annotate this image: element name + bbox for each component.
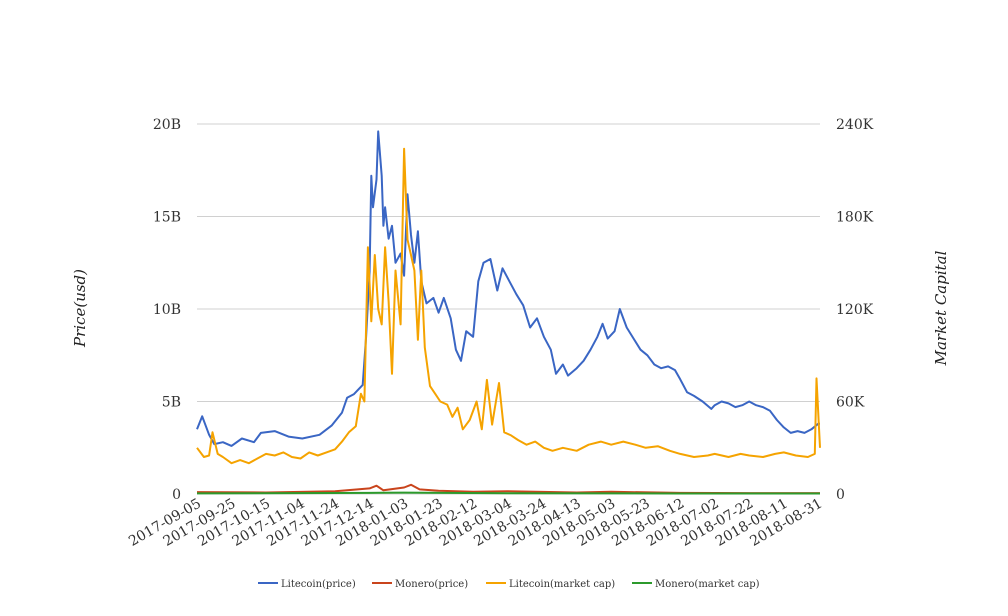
- right-y-axis-title: Market Capital: [932, 250, 950, 366]
- right-y-tick-label: 180K: [836, 210, 874, 226]
- series-line-3: [196, 491, 820, 495]
- left-y-tick-label: 0: [172, 487, 181, 503]
- right-y-tick-label: 240K: [836, 117, 874, 133]
- legend-label: Litecoin(market cap): [509, 579, 615, 590]
- legend-label: Monero(price): [395, 579, 468, 590]
- left-y-axis: 0 5B 10B 15B 20B: [153, 117, 181, 503]
- right-y-tick-label: 0: [836, 487, 845, 503]
- legend: Litecoin(price) Monero(price) Litecoin(mar…: [258, 579, 760, 590]
- series-line-0: [196, 130, 820, 447]
- left-y-tick-label: 10B: [153, 302, 181, 318]
- right-y-tick-label: 60K: [836, 395, 865, 411]
- gridlines: [197, 123, 820, 495]
- legend-label: Litecoin(price): [281, 579, 356, 590]
- series-line-2: [196, 147, 821, 465]
- series-lines: [196, 130, 821, 495]
- series-line-1: [196, 483, 820, 495]
- left-y-tick-label: 5B: [162, 395, 181, 411]
- legend-label: Monero(market cap): [655, 579, 760, 590]
- x-axis: 2017-09-052017-09-252017-10-152017-11-04…: [126, 496, 825, 550]
- left-y-axis-title: Price(usd): [71, 269, 89, 348]
- left-y-tick-label: 20B: [153, 117, 181, 133]
- right-y-axis: 0 60K 120K 180K 240K: [836, 117, 874, 503]
- left-y-tick-label: 15B: [153, 210, 181, 226]
- right-y-tick-label: 120K: [836, 302, 874, 318]
